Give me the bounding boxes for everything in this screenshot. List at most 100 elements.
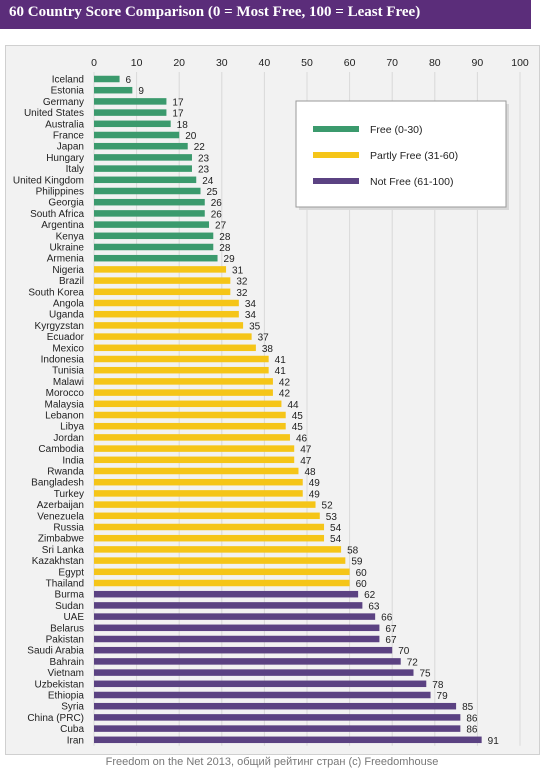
value-label: 35 [249,321,261,332]
category-label: Belarus [50,623,84,634]
bar [94,490,303,497]
bar [94,165,192,172]
bar [94,501,316,508]
category-label: Indonesia [41,355,85,366]
legend-label: Free (0-30) [370,124,423,136]
value-label: 34 [245,310,257,321]
bar [94,512,320,520]
category-label: Bahrain [50,657,84,668]
value-label: 41 [275,355,287,366]
value-label: 59 [351,557,363,568]
bar [94,86,133,94]
x-tick-label: 80 [429,57,441,69]
category-label: Hungary [46,153,84,164]
bar [94,198,205,206]
category-label: Saudi Arabia [27,646,84,657]
category-label: Georgia [48,198,84,209]
bar [94,669,414,676]
value-label: 58 [347,545,359,556]
legend-swatch [313,152,359,158]
category-label: Cuba [60,724,84,735]
bar [94,288,231,296]
value-label: 60 [356,568,368,579]
value-label: 75 [420,669,432,680]
chart-title: 60 Country Score Comparison (0 = Most Fr… [9,4,421,20]
x-tick-label: 20 [173,57,185,69]
bar [94,523,325,531]
category-label: Uganda [49,310,84,321]
value-label: 28 [219,243,231,254]
bars [94,75,482,744]
value-label: 52 [322,501,334,512]
value-label: 45 [292,422,304,433]
category-label: Kazakhstan [32,556,84,567]
value-label: 44 [287,400,299,411]
value-label: 62 [364,590,376,601]
value-label: 37 [258,333,270,344]
value-label: 48 [304,467,316,478]
bar [94,254,218,262]
bar [94,691,431,699]
category-label: South Africa [30,209,84,220]
value-label: 31 [232,265,244,276]
category-label: India [62,455,84,466]
bar [94,333,252,340]
category-label: South Korea [28,287,84,298]
bar [94,422,286,430]
category-label: Tunisia [52,366,84,377]
value-label: 29 [224,254,236,265]
value-label: 60 [356,579,368,590]
legend-label: Partly Free (31-60) [370,150,458,162]
value-label: 20 [185,131,197,142]
category-label: Iceland [52,75,84,86]
bar [94,310,239,318]
category-label: Sudan [55,601,84,612]
category-label: Ethiopia [48,691,85,702]
category-label: Japan [57,142,84,153]
category-label: Azerbaijan [37,500,84,511]
value-label: 41 [275,366,287,377]
bar [94,434,290,441]
category-label: Venezuela [37,511,84,522]
bar [94,702,457,710]
bar [94,590,359,598]
bar [94,478,303,486]
value-label: 6 [126,75,132,86]
bar [94,187,201,195]
bar [94,456,295,464]
value-label: 70 [398,646,410,657]
bar [94,266,227,273]
bar [94,467,299,475]
category-label: Morocco [46,388,85,399]
category-label: United States [24,108,84,119]
bar [94,322,244,329]
x-tick-label: 40 [259,57,271,69]
category-label: Pakistan [46,635,84,646]
value-label: 72 [407,657,419,668]
value-label: 67 [385,624,397,635]
category-label: Burma [55,590,85,601]
value-label: 66 [381,613,393,624]
bar [94,411,286,419]
value-label: 22 [194,142,206,153]
bar [94,658,401,665]
value-label: 23 [198,165,210,176]
value-label: 45 [292,411,304,422]
category-label: Jordan [53,433,84,444]
category-label: Cambodia [38,444,84,455]
x-tick-label: 50 [301,57,313,69]
value-label: 54 [330,534,342,545]
x-tick-label: 10 [131,57,143,69]
value-label: 78 [432,680,444,691]
bar [94,624,380,632]
value-label: 18 [177,120,189,131]
value-label: 26 [211,209,223,220]
category-label: Sri Lanka [42,545,85,556]
bar [94,546,342,553]
bar [94,579,350,587]
category-label: Mexico [52,343,84,354]
value-label: 63 [368,601,380,612]
bar [94,277,231,284]
bar [94,366,269,374]
value-label: 47 [300,456,312,467]
